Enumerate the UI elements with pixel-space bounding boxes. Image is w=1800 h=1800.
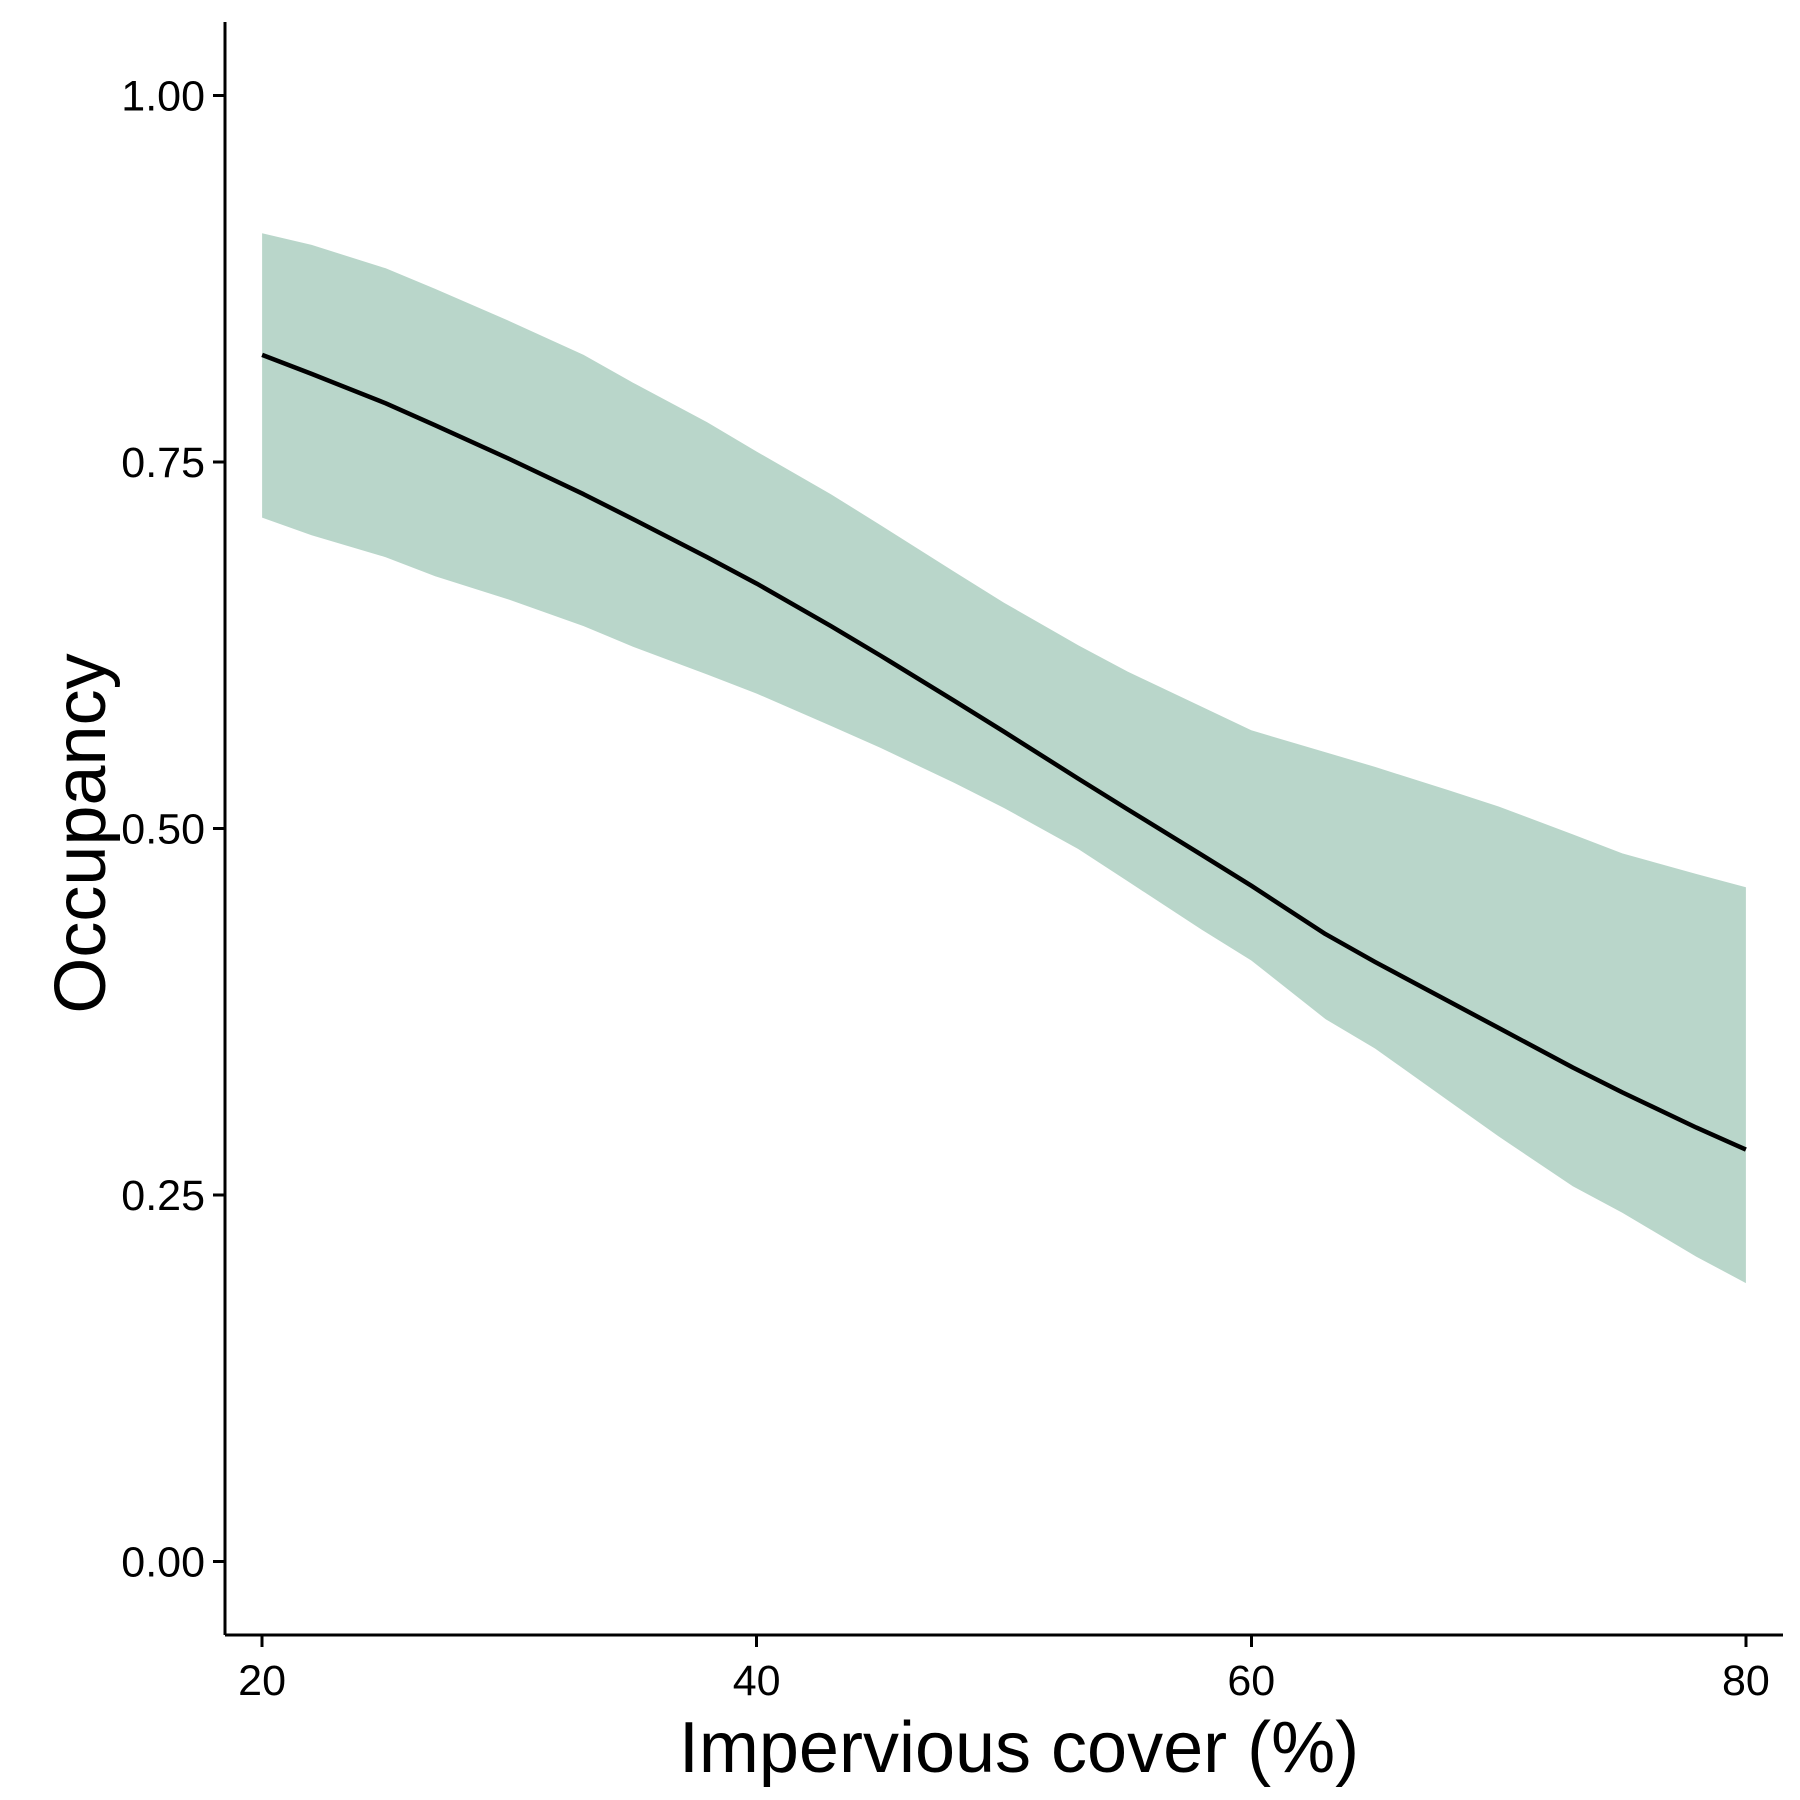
confidence-band (262, 233, 1746, 1284)
x-axis-ticks: 20 40 60 80 (238, 1635, 1770, 1705)
x-tick-label: 40 (733, 1657, 781, 1705)
x-tick-label: 20 (238, 1657, 286, 1705)
y-tick-label: 0.25 (121, 1172, 205, 1220)
y-axis-title: Occupancy (41, 653, 121, 1013)
x-tick-label: 80 (1722, 1657, 1770, 1705)
x-axis-title: Impervious cover (%) (679, 1708, 1359, 1788)
fitted-line-layer (261, 352, 1747, 1152)
y-axis-ticks: 0.00 0.25 0.50 0.75 1.00 (121, 72, 225, 1587)
y-tick-label: 0.50 (121, 806, 205, 854)
confidence-band-layer (262, 233, 1746, 1284)
y-tick-label: 0.75 (121, 439, 205, 487)
y-tick-label: 1.00 (121, 72, 205, 120)
y-tick-label: 0.00 (121, 1539, 205, 1587)
occupancy-line (261, 352, 1747, 1152)
x-tick-label: 60 (1227, 1657, 1275, 1705)
